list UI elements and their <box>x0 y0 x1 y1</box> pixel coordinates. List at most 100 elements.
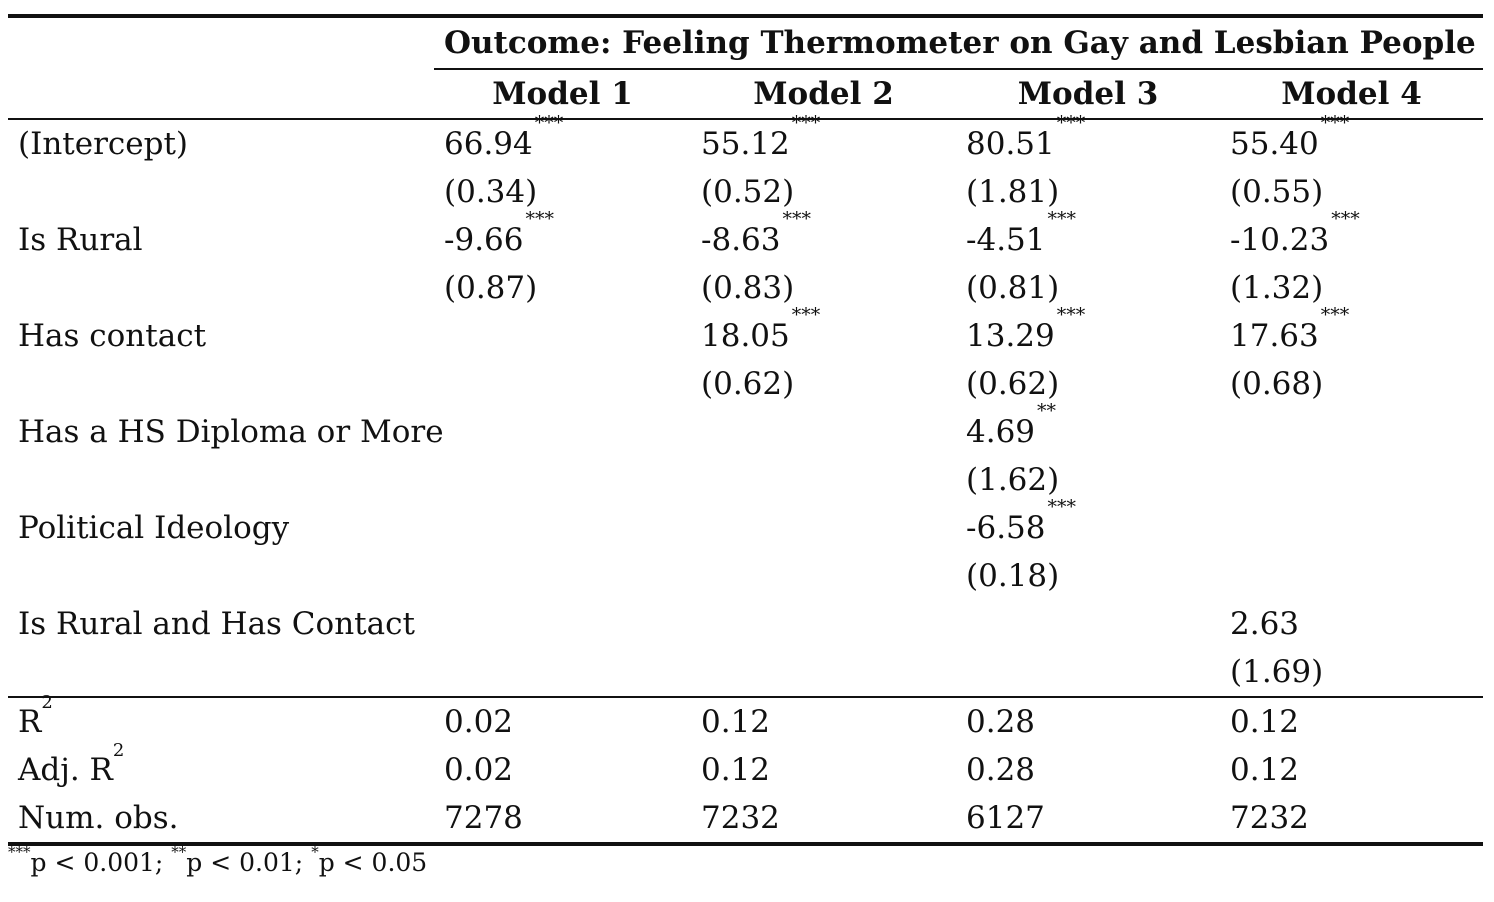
regression-table-container: Outcome: Feeling Thermometer on Gay and … <box>8 14 1484 846</box>
coef-value: 4.69 <box>966 414 1036 450</box>
coef-cell: -9.66*** <box>434 210 691 264</box>
se-cell <box>1220 456 1483 504</box>
coef-value: 18.05 <box>701 318 790 354</box>
se-row: (1.69) <box>8 648 1484 697</box>
se-cell: (0.68) <box>1230 366 1324 402</box>
stat-value: 6127 <box>966 800 1045 836</box>
se-cell <box>691 552 956 600</box>
se-cell <box>956 648 1220 697</box>
se-label-empty <box>8 168 434 216</box>
stat-superscript: 2 <box>112 740 125 761</box>
coef-value: 66.94 <box>444 126 533 162</box>
variable-label: Has contact <box>18 318 207 354</box>
stat-label-text: Num. obs. <box>18 800 179 836</box>
stat-row: Adj. R2 0.02 0.12 0.28 0.12 <box>8 742 1483 794</box>
stat-label: Num. obs. <box>8 794 434 844</box>
coef-row: Has contact 18.05*** 13.29*** 17.63*** <box>8 306 1483 360</box>
significance-stars: *** <box>791 112 821 134</box>
se-row: (0.62) (0.62) (0.68) <box>8 360 1483 408</box>
coef-cell <box>1220 408 1483 456</box>
se-label-empty <box>8 360 434 408</box>
coef-value: 17.63 <box>1230 318 1319 354</box>
coef-value: -6.58 <box>966 510 1046 546</box>
se-cell: (0.52) <box>701 174 795 210</box>
coef-row: Is Rural and Has Contact 2.63 <box>8 600 1483 648</box>
se-label-empty <box>8 648 434 697</box>
significance-stars: *** <box>1047 208 1077 230</box>
coef-cell: 17.63*** <box>1220 306 1483 360</box>
coef-cell <box>691 408 956 456</box>
coef-value: 80.51 <box>966 126 1055 162</box>
footnote-text: p < 0.05 <box>318 848 428 877</box>
model-header-row: Model 1 Model 2 Model 3 Model 4 <box>8 69 1484 119</box>
header-empty-cell <box>8 16 434 69</box>
se-cell <box>1220 552 1483 600</box>
coef-cell <box>691 504 956 552</box>
coef-cell <box>434 408 691 456</box>
footnote-stars: *** <box>8 843 31 861</box>
stat-value: 0.28 <box>966 704 1036 740</box>
significance-stars: *** <box>525 208 555 230</box>
variable-label: (Intercept) <box>18 126 189 162</box>
statistics-body: R2 0.02 0.12 0.28 0.12 Adj. R2 0.02 0.12 0.28 0.1… <box>8 694 1484 844</box>
coefficient-body: (Intercept) 66.94*** 55.12*** 80.51*** 55.40… <box>8 114 1484 697</box>
footnote-text: p < 0.001; <box>30 848 172 877</box>
significance-stars: *** <box>791 304 821 326</box>
stat-label: Adj. R2 <box>8 742 434 794</box>
stat-value: 0.12 <box>1230 704 1300 740</box>
coef-cell: 55.40*** <box>1220 114 1483 168</box>
coef-value: 13.29 <box>966 318 1055 354</box>
se-cell: (1.32) <box>1230 270 1324 306</box>
coef-value: -8.63 <box>701 222 781 258</box>
coef-value: -10.23 <box>1230 222 1330 258</box>
significance-stars: *** <box>1331 208 1360 230</box>
stat-value: 0.12 <box>1230 752 1300 788</box>
coef-row: Has a HS Diploma or More 4.69** <box>8 402 1483 456</box>
stat-value: 7232 <box>1230 800 1309 836</box>
se-cell: (0.18) <box>966 558 1060 594</box>
stat-label: R2 <box>8 694 434 746</box>
footnote-text: p < 0.01; <box>186 848 312 877</box>
model-2-header: Model 2 <box>753 76 894 112</box>
stat-value: 0.28 <box>966 752 1036 788</box>
stat-value: 7232 <box>701 800 780 836</box>
stat-superscript: 2 <box>41 692 53 713</box>
se-row: (0.87) (0.83) (0.81) (1.32) <box>8 264 1483 312</box>
coef-value: 55.40 <box>1230 126 1319 162</box>
coef-value: 2.63 <box>1230 606 1300 642</box>
coef-value: 55.12 <box>701 126 790 162</box>
variable-label: Has a HS Diploma or More <box>18 414 444 450</box>
coef-cell <box>956 600 1220 648</box>
coef-value: -9.66 <box>444 222 524 258</box>
stat-value: 0.02 <box>444 752 514 788</box>
stat-value: 0.12 <box>701 752 771 788</box>
se-label-empty <box>8 552 434 600</box>
significance-stars: ** <box>1037 400 1057 422</box>
coef-cell: 55.12*** <box>691 114 956 168</box>
se-label-empty <box>8 264 434 312</box>
se-cell: (1.81) <box>966 174 1060 210</box>
se-cell: (0.81) <box>966 270 1060 306</box>
significance-stars: *** <box>1056 112 1086 134</box>
coef-cell: 4.69** <box>956 402 1220 456</box>
footnote-stars: ** <box>171 843 187 861</box>
se-row: (1.62) <box>8 456 1483 504</box>
se-cell <box>691 456 956 504</box>
coef-cell: 66.94*** <box>434 114 691 168</box>
table-header: Outcome: Feeling Thermometer on Gay and … <box>8 16 1484 119</box>
stat-row: Num. obs. 7278 7232 6127 7232 <box>8 794 1484 844</box>
coef-cell: 13.29*** <box>956 306 1220 360</box>
se-cell <box>434 552 691 600</box>
coef-row: Is Rural -9.66*** -8.63*** -4.51*** -10.23**… <box>8 210 1483 264</box>
stat-value: 0.02 <box>444 704 514 740</box>
footnote-stars: * <box>311 843 319 861</box>
coef-cell <box>691 600 956 648</box>
se-cell <box>434 360 691 408</box>
variable-label: Is Rural and Has Contact <box>18 606 415 642</box>
se-cell <box>691 648 956 697</box>
se-cell: (0.62) <box>966 366 1060 402</box>
stat-value: 0.12 <box>701 704 771 740</box>
significance-footnote: ***p < 0.001; **p < 0.01; *p < 0.05 <box>8 845 428 878</box>
model-3-header: Model 3 <box>1017 76 1159 112</box>
significance-stars: *** <box>1056 304 1086 326</box>
